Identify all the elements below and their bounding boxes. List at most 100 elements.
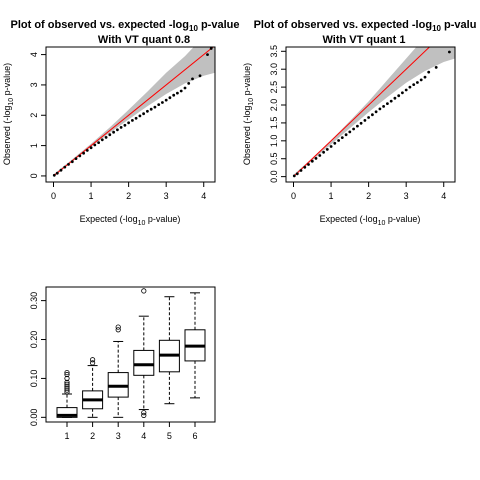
data-point: [363, 119, 367, 122]
data-point: [423, 75, 427, 79]
data-point: [419, 78, 423, 82]
data-point: [149, 107, 153, 111]
panel1-y-axis-label: Observed (-log10 p-value): [2, 63, 15, 165]
panel3-x-ticks: 1 2 3 4 5 6: [64, 422, 198, 441]
data-point: [153, 105, 157, 109]
data-point: [404, 88, 408, 92]
data-point: [179, 89, 183, 93]
data-point: [314, 157, 318, 160]
data-point: [303, 165, 307, 169]
box-6: [184, 292, 206, 399]
y-tick-label: 0.10: [29, 370, 39, 388]
panel2-y-ticks: 0.0 0.5 1.0 1.5 2.0 2.5 3.0 3.5: [269, 45, 286, 183]
data-point: [367, 116, 370, 119]
data-point: [134, 116, 138, 120]
data-point: [448, 50, 451, 54]
data-point: [348, 130, 352, 134]
data-point: [344, 133, 348, 137]
data-point: [78, 154, 82, 158]
y-tick-label: 0.20: [29, 331, 39, 349]
data-point: [168, 96, 172, 100]
panel2-x-axis-label: Expected (-log10 p-value): [320, 214, 421, 227]
data-point: [386, 102, 389, 105]
data-point: [52, 173, 56, 177]
y-tick-label: 2: [29, 113, 39, 118]
panel3-plot-layer: [56, 288, 206, 418]
data-point: [333, 141, 337, 145]
data-point: [93, 143, 97, 147]
x-tick-label: 2: [126, 191, 131, 201]
data-point: [434, 66, 438, 69]
outlier-point: [64, 371, 70, 378]
y-tick-label: 1: [29, 143, 39, 148]
data-point: [164, 98, 168, 102]
x-tick-label: 4: [141, 431, 146, 441]
x-tick-label: 3: [116, 431, 121, 441]
data-point: [100, 138, 104, 142]
data-point: [356, 124, 359, 128]
x-tick-label: 5: [167, 431, 172, 441]
outlier-point: [90, 360, 96, 366]
data-point: [116, 128, 119, 132]
data-point: [393, 96, 397, 100]
data-point: [142, 112, 146, 116]
y-tick-label: 0.00: [29, 409, 39, 427]
data-point: [85, 149, 89, 152]
data-point: [104, 136, 108, 139]
x-tick-label: 0: [51, 191, 56, 201]
data-point: [209, 47, 213, 50]
y-tick-label: 0: [29, 173, 39, 178]
box-body: [133, 349, 155, 376]
outlier-point: [64, 381, 70, 387]
data-point: [371, 113, 374, 117]
x-tick-label: 1: [64, 431, 69, 441]
data-point: [82, 151, 85, 155]
box-4: [133, 288, 155, 418]
box-body: [56, 407, 78, 418]
panel1-plot-layer: [52, 47, 215, 177]
x-tick-label: 6: [192, 431, 197, 441]
data-point: [352, 127, 355, 131]
y-tick-label: 1.5: [269, 117, 279, 130]
x-tick-label: 0: [291, 191, 296, 201]
y-tick-label: 0.5: [269, 152, 279, 165]
data-point: [322, 150, 325, 154]
qq-plot-quant-0.8: Plot of observed vs. expected -log10 p-v…: [2, 19, 239, 227]
x-tick-label: 3: [404, 191, 409, 201]
y-tick-label: 2.5: [269, 81, 279, 94]
y-tick-label: 0.0: [269, 170, 279, 183]
data-point: [299, 169, 303, 172]
panel2-title-line1: Plot of observed vs. expected -log10 p-v…: [254, 19, 477, 33]
data-point: [108, 133, 112, 137]
outlier-point: [64, 385, 70, 391]
panel1-y-ticks: 0 1 2 3 4: [29, 52, 46, 178]
x-tick-label: 1: [89, 191, 94, 201]
data-point: [318, 154, 322, 157]
box-3: [107, 324, 129, 418]
data-point: [389, 99, 393, 103]
y-tick-label: 4: [29, 52, 39, 57]
outlier-point: [64, 387, 70, 393]
data-point: [89, 146, 93, 150]
outlier-point: [141, 288, 147, 294]
data-point: [378, 107, 382, 111]
panel1-x-ticks: 0 1 2 3 4: [51, 182, 206, 201]
data-point: [176, 91, 179, 95]
data-point: [427, 70, 431, 74]
data-point: [161, 101, 164, 104]
x-tick-label: 3: [164, 191, 169, 201]
panel1-title-line1: Plot of observed vs. expected -log10 p-v…: [11, 19, 240, 33]
boxplot-panel: 1 2 3 4 5 6 0.00 0.10 0.20 0.30: [29, 286, 216, 441]
panel3-y-ticks: 0.00 0.10 0.20 0.30: [29, 292, 46, 426]
panel1-title-line2: With VT quant 0.8: [98, 34, 190, 46]
x-tick-label: 1: [329, 191, 334, 201]
data-point: [359, 121, 363, 125]
data-point: [412, 83, 416, 86]
data-point: [63, 165, 67, 169]
panel1-clipped-marks: [52, 47, 215, 177]
outlier-point: [115, 327, 121, 333]
data-point: [187, 82, 191, 85]
y-tick-label: 0.30: [29, 292, 39, 310]
y-tick-label: 3.5: [269, 45, 279, 58]
